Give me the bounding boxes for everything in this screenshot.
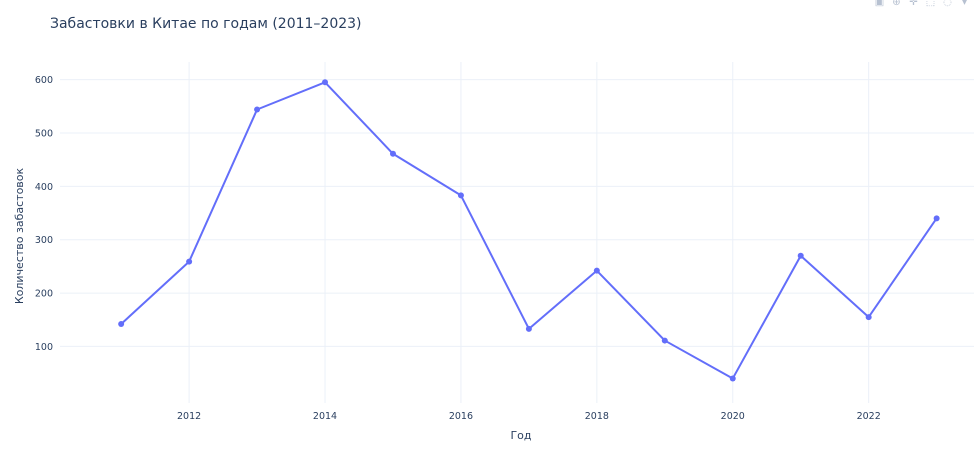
data-point-2021[interactable] — [797, 252, 804, 259]
box-select-icon[interactable]: ⬚ — [925, 0, 936, 8]
data-point-2011[interactable] — [118, 321, 125, 328]
modebar: ▣ ⊕ ✛ ⬚ ◌ ▾ — [874, 0, 970, 8]
x-tick-label: 2014 — [313, 411, 337, 422]
x-axis-ticks: 2012 2014 2016 2018 2020 2022 — [177, 411, 881, 422]
chart-title: Забастовки в Китае по годам (2011–2023) — [50, 16, 362, 32]
x-tick-label: 2022 — [857, 411, 881, 422]
series-line — [120, 81, 938, 380]
y-tick-label: 600 — [35, 75, 53, 86]
grid-lines — [60, 62, 974, 403]
y-tick-label: 400 — [35, 182, 53, 193]
y-axis-ticks: 100 200 300 400 500 600 — [35, 75, 53, 353]
data-point-2014[interactable] — [322, 79, 329, 86]
data-point-2022[interactable] — [865, 314, 872, 321]
data-point-2017[interactable] — [525, 325, 532, 332]
y-axis-title: Количество забастовок — [13, 167, 26, 304]
x-tick-label: 2020 — [721, 411, 745, 422]
series-layer — [118, 79, 940, 382]
x-tick-label: 2012 — [177, 411, 201, 422]
zoom-in-icon[interactable]: ▾ — [961, 0, 968, 8]
data-point-2016[interactable] — [457, 192, 464, 199]
data-point-2020[interactable] — [729, 375, 736, 382]
y-tick-label: 300 — [35, 235, 53, 246]
x-tick-label: 2016 — [449, 411, 473, 422]
y-tick-label: 500 — [35, 128, 53, 139]
data-point-2013[interactable] — [254, 106, 261, 113]
data-point-2023[interactable] — [933, 215, 940, 222]
x-tick-label: 2018 — [585, 411, 609, 422]
y-tick-label: 100 — [35, 342, 53, 353]
data-point-2019[interactable] — [661, 337, 668, 344]
x-axis-title: Год — [510, 429, 531, 442]
data-point-2015[interactable] — [389, 150, 396, 157]
camera-icon[interactable]: ▣ — [874, 0, 885, 8]
data-point-2018[interactable] — [593, 267, 600, 274]
pan-icon[interactable]: ✛ — [909, 0, 918, 8]
zoom-icon[interactable]: ⊕ — [892, 0, 901, 8]
lasso-icon[interactable]: ◌ — [943, 0, 952, 8]
data-point-2012[interactable] — [186, 258, 193, 265]
y-tick-label: 200 — [35, 289, 53, 300]
